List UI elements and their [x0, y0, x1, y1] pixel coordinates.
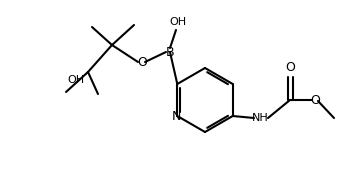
Text: OH: OH — [169, 17, 187, 27]
Text: B: B — [166, 45, 174, 58]
Text: O: O — [285, 61, 295, 74]
Text: O: O — [310, 94, 320, 107]
Text: NH: NH — [252, 113, 268, 123]
Text: OH: OH — [68, 75, 85, 85]
Text: N: N — [172, 110, 181, 123]
Text: O: O — [137, 56, 147, 69]
